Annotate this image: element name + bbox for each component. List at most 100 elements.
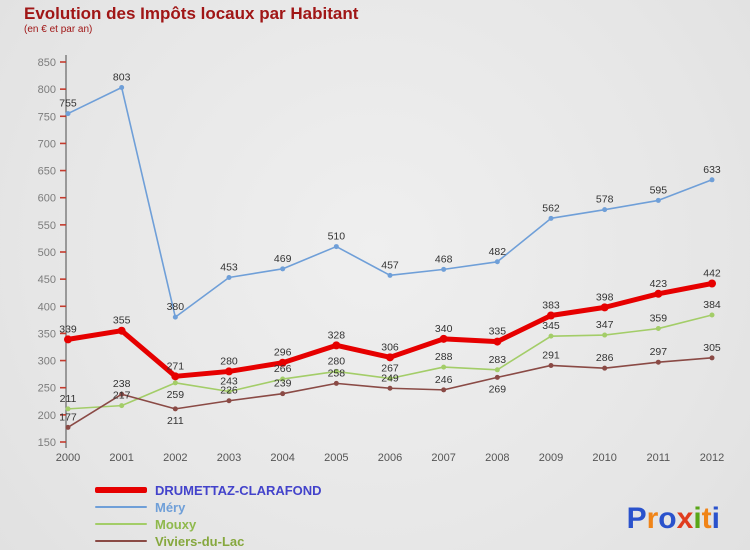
legend-label-viviers-du-lac: Viviers-du-Lac xyxy=(155,533,245,549)
logo-letter: t xyxy=(701,502,712,535)
logo-letter: o xyxy=(658,502,677,535)
data-point xyxy=(119,391,125,397)
value-label: 359 xyxy=(650,313,668,325)
y-tick-label: 400 xyxy=(38,301,56,313)
data-point xyxy=(332,341,341,350)
legend: DRUMETTAZ-CLARAFOND Méry Mouxy Viviers-d… xyxy=(95,482,322,550)
value-label: 340 xyxy=(435,323,453,335)
value-label: 328 xyxy=(328,329,346,341)
data-point xyxy=(439,334,448,343)
x-tick-label: 2004 xyxy=(270,452,294,464)
data-point xyxy=(387,375,393,381)
data-point xyxy=(441,266,447,272)
value-label: 286 xyxy=(596,352,614,364)
x-tick-label: 2010 xyxy=(592,452,616,464)
value-label: 177 xyxy=(59,411,77,423)
value-label: 347 xyxy=(596,319,614,331)
data-point xyxy=(387,385,393,391)
data-point xyxy=(225,367,233,376)
value-label: 296 xyxy=(274,347,292,359)
x-tick-label: 2009 xyxy=(539,452,563,464)
legend-item-mouxy: Mouxy xyxy=(95,516,322,532)
y-tick-label: 550 xyxy=(38,220,56,232)
value-label: 288 xyxy=(435,351,453,363)
value-label: 271 xyxy=(167,360,185,372)
data-point xyxy=(602,332,608,338)
value-label: 226 xyxy=(220,385,238,397)
value-label: 469 xyxy=(274,253,292,265)
legend-label-drumettaz-clarafond: DRUMETTAZ-CLARAFOND xyxy=(155,482,322,498)
value-label: 345 xyxy=(542,320,560,332)
series-Mouxy xyxy=(65,312,715,412)
data-point xyxy=(655,359,661,365)
data-point xyxy=(654,289,663,298)
legend-label-mery: Méry xyxy=(155,499,186,515)
series-Méry xyxy=(65,85,715,320)
data-point xyxy=(709,355,715,361)
value-label: 246 xyxy=(435,374,453,386)
x-tick-label: 2000 xyxy=(56,452,80,464)
data-point xyxy=(172,380,178,386)
value-label: 595 xyxy=(650,184,668,196)
legend-swatch-viviers-du-lac xyxy=(95,540,147,542)
data-point xyxy=(709,177,715,183)
data-point xyxy=(280,391,286,397)
data-point xyxy=(65,406,71,412)
data-point xyxy=(64,335,72,344)
value-label: 269 xyxy=(489,383,507,395)
data-point xyxy=(387,272,393,278)
proxiti-logo[interactable]: Proxiti xyxy=(627,502,720,536)
y-tick-label: 350 xyxy=(38,328,56,340)
value-label: 457 xyxy=(381,259,399,271)
y-tick-label: 600 xyxy=(38,193,56,205)
value-label: 384 xyxy=(703,299,721,311)
value-label: 280 xyxy=(328,355,346,367)
x-tick-label: 2003 xyxy=(217,452,241,464)
data-point xyxy=(548,333,554,339)
value-label: 305 xyxy=(703,342,721,354)
value-label: 211 xyxy=(167,415,184,427)
value-label: 510 xyxy=(328,231,346,243)
data-point xyxy=(226,275,232,281)
value-label: 266 xyxy=(274,363,292,375)
data-point xyxy=(655,326,661,332)
data-point xyxy=(441,364,447,370)
legend-item-viviers-du-lac: Viviers-du-Lac xyxy=(95,533,322,549)
data-point xyxy=(709,312,715,318)
y-tick-label: 750 xyxy=(38,111,56,123)
y-tick-label: 650 xyxy=(38,166,56,178)
value-label: 633 xyxy=(703,164,721,176)
value-label: 335 xyxy=(489,326,507,338)
value-label: 755 xyxy=(59,98,77,110)
y-tick-label: 850 xyxy=(38,57,56,69)
x-tick-label: 2001 xyxy=(109,452,133,464)
data-point xyxy=(333,244,339,250)
value-label: 238 xyxy=(113,378,131,390)
data-point xyxy=(386,353,394,362)
data-point xyxy=(280,266,286,272)
x-tick-label: 2002 xyxy=(163,452,187,464)
data-point xyxy=(333,368,339,374)
data-point xyxy=(547,311,555,320)
data-point xyxy=(548,362,554,368)
value-label: 578 xyxy=(596,194,614,206)
data-point xyxy=(171,372,180,381)
value-label: 482 xyxy=(489,246,507,258)
legend-item-drumettaz-clarafond: DRUMETTAZ-CLARAFOND xyxy=(95,482,322,498)
data-point xyxy=(65,111,71,117)
data-point xyxy=(119,403,125,409)
legend-swatch-drumettaz-clarafond xyxy=(95,487,147,493)
value-label: 259 xyxy=(167,389,185,401)
data-point xyxy=(65,424,71,430)
chart-subtitle: (en € et par an) xyxy=(24,23,93,35)
data-point xyxy=(548,215,554,221)
data-point xyxy=(278,358,287,367)
y-axis: 150 200 250 300 350 400 450 500 550 600 650 700 750 8… xyxy=(38,55,67,449)
data-point xyxy=(172,406,178,412)
x-tick-label: 2005 xyxy=(324,452,348,464)
value-label: 243 xyxy=(220,376,238,388)
value-label: 442 xyxy=(703,267,721,279)
legend-swatch-mery xyxy=(95,506,147,508)
series-DRUMETTAZ-CLARAFOND xyxy=(64,279,716,381)
